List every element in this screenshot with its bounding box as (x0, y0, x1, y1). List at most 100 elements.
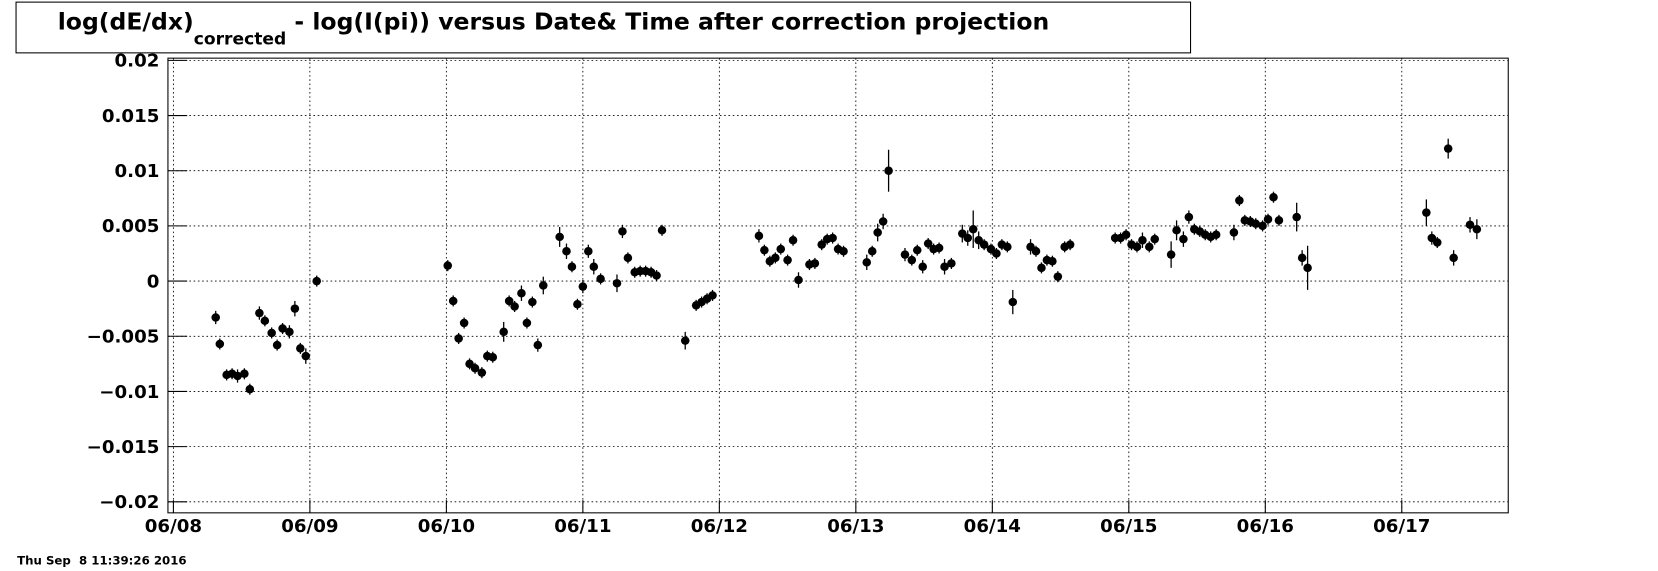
y-tick-label: −0.02 (99, 492, 159, 513)
title-subscript: corrected (194, 29, 286, 49)
title-main: log(dE/dx) (58, 8, 194, 36)
data-point (680, 336, 690, 345)
data-point (488, 353, 498, 362)
plot-frame (167, 57, 1509, 514)
data-point (562, 247, 571, 256)
x-tick-label: 06/15 (1100, 516, 1157, 537)
data-point (1251, 219, 1261, 228)
data-point (771, 253, 780, 263)
data-point (533, 340, 543, 350)
data-point (1003, 242, 1012, 252)
data-point (1472, 224, 1482, 234)
x-tick-label: 06/16 (1237, 516, 1294, 537)
data-point (1443, 144, 1453, 153)
data-point (934, 243, 944, 253)
data-point (233, 371, 242, 381)
data-point (1292, 212, 1301, 222)
data-point (618, 227, 627, 236)
data-point (1235, 196, 1244, 205)
data-point (947, 259, 956, 268)
title-rest: - log(I(pi)) versus Date& Time after cor… (286, 8, 1049, 36)
chart-title: log(dE/dx)corrected - log(I(pi)) versus … (58, 8, 1049, 50)
y-tick-label: 0.015 (102, 106, 160, 127)
x-tick-label: 06/11 (554, 516, 611, 537)
data-point (657, 226, 667, 235)
data-point (255, 308, 264, 318)
y-tick-label: −0.005 (87, 327, 160, 348)
data-point (1211, 230, 1221, 239)
data-point (794, 275, 803, 285)
data-point (211, 313, 220, 322)
data-point (652, 271, 661, 280)
data-point (968, 224, 978, 234)
data-point (1048, 256, 1057, 266)
data-point (708, 291, 717, 300)
y-tick-label: 0.02 (115, 51, 160, 72)
data-point (1432, 238, 1442, 247)
y-tick-label: −0.01 (99, 382, 159, 403)
data-point (443, 261, 453, 270)
y-tick-label: −0.015 (87, 437, 160, 458)
y-tick-label: 0.005 (102, 216, 160, 237)
data-point (459, 318, 469, 328)
data-point (499, 327, 508, 337)
data-point (301, 351, 311, 361)
data-point (788, 236, 798, 245)
data-point (1258, 221, 1267, 231)
data-point (517, 288, 526, 298)
data-point (278, 324, 287, 333)
data-point (290, 304, 300, 313)
data-point (979, 240, 989, 249)
data-point (963, 233, 973, 243)
data-point (296, 344, 305, 353)
data-point (215, 339, 225, 349)
data-point (578, 282, 588, 291)
data-point (596, 274, 605, 284)
data-point (567, 262, 577, 271)
data-point (754, 231, 764, 241)
data-point (923, 239, 933, 248)
x-tick-label: 06/10 (418, 516, 475, 537)
data-point (1465, 220, 1475, 230)
data-point (1422, 208, 1431, 217)
data-point (245, 385, 255, 394)
data-point (907, 255, 917, 265)
data-point (522, 318, 532, 328)
data-point (1065, 240, 1075, 249)
data-point (260, 316, 270, 326)
data-point (1121, 230, 1131, 239)
data-point (867, 247, 877, 256)
data-point (510, 302, 519, 311)
x-tick-label: 06/14 (964, 516, 1021, 537)
data-point (940, 262, 949, 271)
data-point (760, 245, 769, 255)
data-point (267, 328, 276, 338)
x-tick-label: 06/17 (1373, 516, 1430, 537)
data-point (584, 247, 593, 256)
data-point (783, 255, 792, 265)
data-point (1263, 215, 1273, 224)
data-point (1053, 272, 1063, 281)
data-point (1303, 263, 1312, 273)
data-point (1166, 250, 1176, 259)
data-point (555, 232, 564, 242)
data-point (912, 245, 922, 255)
data-point (240, 369, 249, 379)
data-point (623, 253, 633, 263)
data-point (817, 240, 826, 249)
data-point (878, 217, 888, 226)
data-point (1269, 192, 1278, 202)
data-point (884, 166, 893, 175)
data-point (839, 247, 848, 256)
data-point (285, 327, 294, 337)
data-point (539, 281, 548, 290)
y-tick-label: 0.01 (115, 161, 160, 182)
data-point (1008, 297, 1018, 307)
data-point (1274, 216, 1284, 225)
data-point (612, 279, 622, 288)
title-box (15, 1, 1192, 54)
data-point (873, 228, 882, 237)
data-point (448, 296, 458, 306)
data-point (900, 250, 910, 259)
